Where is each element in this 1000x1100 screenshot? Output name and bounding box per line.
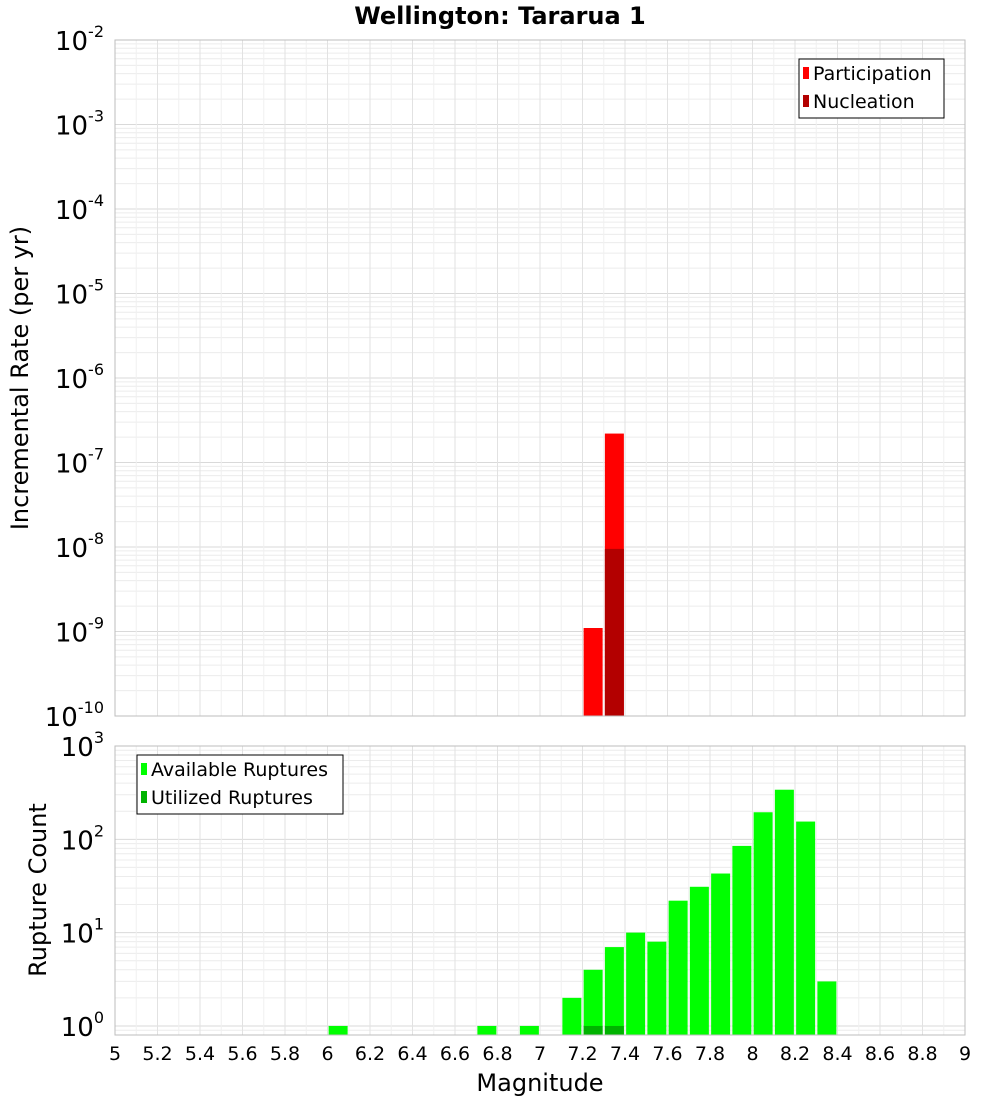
y-tick-label: 100 <box>61 1008 104 1043</box>
bar-available-ruptures <box>732 845 752 1035</box>
bar-available-ruptures <box>817 981 837 1035</box>
legend-swatch <box>803 95 809 107</box>
y-axis-label: Incremental Rate (per yr) <box>6 226 34 530</box>
x-tick-label: 6.2 <box>355 1043 385 1065</box>
incremental-rate-panel: 10-10 10-9 10-8 10-7 10-6 10-5 10-4 10-3 10-2 Inc… <box>6 22 966 733</box>
y-tick-label: 103 <box>61 728 104 763</box>
bar-available-ruptures <box>583 969 603 1035</box>
bar-available-ruptures <box>562 997 582 1035</box>
x-axis-label: Magnitude <box>476 1069 603 1097</box>
legend-swatch <box>141 763 147 775</box>
x-tick-label: 8.8 <box>907 1043 937 1065</box>
bar-available-ruptures <box>519 1025 539 1035</box>
y-tick-label: 10-4 <box>55 191 104 226</box>
bar-available-ruptures <box>796 821 816 1035</box>
magnitude-axis: 5 5.2 5.4 5.6 5.8 6 6.2 6.4 6.6 6.8 7 7.2 7.4 7.6 7.8 8… <box>109 1043 971 1065</box>
x-tick-label: 7.2 <box>567 1043 597 1065</box>
y-tick-label: 10-9 <box>55 614 104 649</box>
y-tick-label: 102 <box>61 821 104 856</box>
legend-label: Available Ruptures <box>151 759 328 781</box>
x-tick-label: 6.6 <box>440 1043 470 1065</box>
plot-frame <box>114 39 966 717</box>
bar-available-ruptures <box>477 1025 497 1035</box>
bar-utilized-ruptures <box>583 1025 603 1035</box>
x-tick-label: 5.6 <box>227 1043 257 1065</box>
x-tick-label: 8.6 <box>865 1043 895 1065</box>
legend-box <box>798 58 945 119</box>
legend-label: Participation <box>813 63 932 85</box>
bar-available-ruptures <box>668 900 688 1035</box>
legend-label: Utilized Ruptures <box>151 787 313 809</box>
x-tick-label: 7.6 <box>652 1043 682 1065</box>
x-tick-label: 5.8 <box>270 1043 300 1065</box>
legend: Participation Nucleation <box>798 58 945 119</box>
legend-swatch <box>803 67 809 79</box>
x-tick-label: 8 <box>746 1043 758 1065</box>
bar-available-ruptures <box>604 947 624 1035</box>
plot-frame <box>114 745 966 1036</box>
x-tick-label: 7 <box>534 1043 546 1065</box>
bar-participation <box>583 628 603 716</box>
y-tick-label: 101 <box>61 915 104 950</box>
bar-available-ruptures <box>774 789 794 1035</box>
legend: Available Ruptures Utilized Ruptures <box>136 754 344 815</box>
legend-swatch <box>141 791 147 803</box>
bars <box>328 789 837 1035</box>
bar-available-ruptures <box>753 812 773 1035</box>
x-tick-label: 7.8 <box>695 1043 725 1065</box>
legend-box <box>136 754 344 815</box>
x-tick-label: 6.8 <box>482 1043 512 1065</box>
x-tick-label: 8.4 <box>822 1043 852 1065</box>
y-ticks: 100 101 102 103 <box>61 728 104 1043</box>
x-tick-label: 5 <box>109 1043 121 1065</box>
y-tick-label: 10-6 <box>55 360 104 395</box>
x-tick-label: 5.2 <box>142 1043 172 1065</box>
y-tick-label: 10-3 <box>55 107 104 142</box>
x-tick-label: 6 <box>321 1043 333 1065</box>
bar-available-ruptures <box>626 932 646 1035</box>
y-tick-label: 10-7 <box>55 445 104 480</box>
y-ticks: 10-10 10-9 10-8 10-7 10-6 10-5 10-4 10-3 10-2 <box>45 22 104 733</box>
legend-label: Nucleation <box>813 91 915 113</box>
bar-available-ruptures <box>711 873 731 1035</box>
x-tick-label: 5.4 <box>185 1043 215 1065</box>
x-tick-label: 7.4 <box>610 1043 640 1065</box>
bar-available-ruptures <box>647 941 667 1035</box>
rupture-count-panel: 100 101 102 103 Rupture Count Available Ruptu… <box>24 728 966 1043</box>
x-tick-label: 6.4 <box>397 1043 427 1065</box>
y-tick-label: 10-8 <box>55 529 104 564</box>
y-axis-label: Rupture Count <box>24 803 52 977</box>
gridlines <box>114 39 966 717</box>
y-tick-label: 10-2 <box>55 22 104 57</box>
y-tick-label: 10-5 <box>55 276 104 311</box>
chart-title: Wellington: Tararua 1 <box>354 2 646 30</box>
bars <box>583 433 624 716</box>
bar-available-ruptures <box>328 1025 348 1035</box>
x-tick-label: 9 <box>959 1043 971 1065</box>
bar-utilized-ruptures <box>604 1025 624 1035</box>
bar-available-ruptures <box>689 886 709 1035</box>
bar-nucleation <box>604 548 624 716</box>
x-tick-label: 8.2 <box>780 1043 810 1065</box>
y-tick-label: 10-10 <box>45 698 104 733</box>
